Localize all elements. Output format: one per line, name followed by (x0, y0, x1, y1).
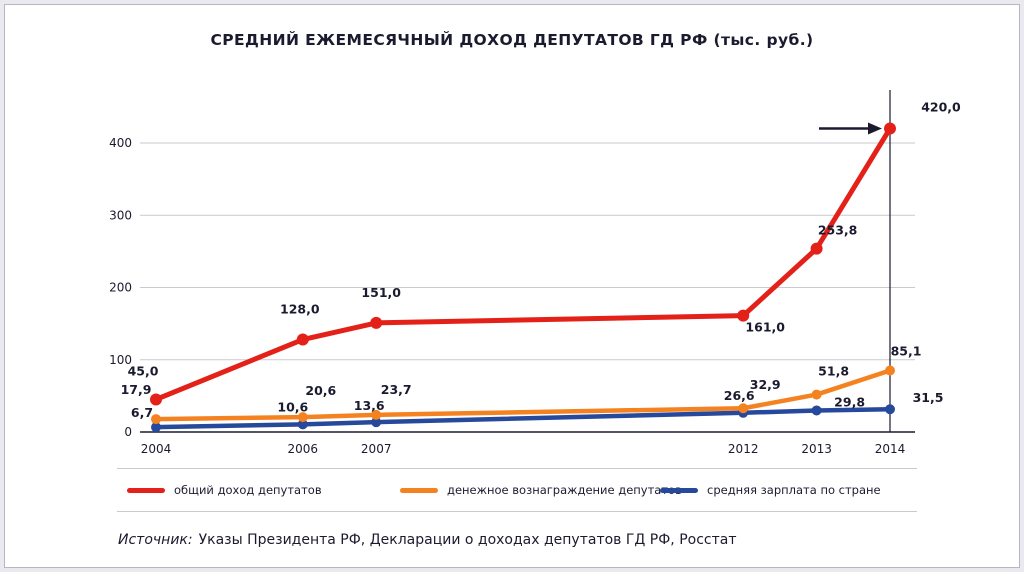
data-point-avg_salary-2014 (885, 404, 895, 415)
legend-item-avg-salary: средняя зарплата по стране (660, 483, 881, 497)
value-label-avg_salary-2004: 6,7 (131, 405, 153, 420)
data-point-remuneration-2012 (738, 403, 749, 414)
value-label-total_income-2012: 161,0 (745, 320, 785, 335)
y-tick-label: 200 (109, 281, 132, 295)
legend-swatch-remuneration (400, 487, 438, 493)
legend-item-total-income: общий доход депутатов (127, 483, 322, 497)
series-line-avg_salary (153, 406, 893, 430)
data-point-remuneration-2014 (885, 365, 895, 376)
data-point-total_income-2014 (884, 122, 896, 135)
value-label-total_income-2014: 420,0 (921, 100, 961, 115)
data-point-total_income-2012 (737, 309, 750, 322)
value-label-avg_salary-2007: 13,6 (354, 398, 385, 413)
legend-item-remuneration: денежное вознаграждение депутатов (400, 483, 682, 497)
value-label-remuneration-2007: 23,7 (381, 382, 412, 397)
data-point-remuneration-2006 (297, 412, 308, 423)
data-point-avg_salary-2007 (371, 417, 382, 428)
legend: общий доход депутатов денежное вознаграж… (117, 468, 917, 512)
data-point-total_income-2013 (810, 242, 823, 255)
x-tick-label: 2012 (728, 442, 759, 456)
x-tick-label: 2006 (288, 442, 319, 456)
y-tick-label: 100 (109, 353, 132, 367)
value-label-remuneration-2014: 85,1 (891, 344, 922, 359)
value-label-remuneration-2013: 51,8 (818, 364, 849, 379)
value-label-remuneration-2004: 17,9 (121, 382, 152, 397)
data-point-total_income-2007 (370, 316, 383, 329)
source-note: Источник: Указы Президента РФ, Декларации… (118, 532, 737, 548)
arrow-annotation-head (868, 122, 882, 135)
legend-label-total-income: общий доход депутатов (174, 483, 322, 497)
chart-svg: 0 100 200 300 400 2004 2006 2007 2012 2013 2014 6,7… (109, 90, 961, 456)
source-label: Источник: (118, 532, 193, 548)
value-label-avg_salary-2006: 10,6 (277, 399, 308, 414)
x-tick-label: 2014 (875, 442, 906, 456)
legend-swatch-total-income (127, 487, 165, 493)
y-tick-label: 400 (109, 136, 132, 150)
value-label-total_income-2007: 151,0 (361, 285, 401, 300)
data-point-avg_salary-2013 (811, 405, 822, 416)
legend-label-avg-salary: средняя зарплата по стране (707, 483, 881, 497)
data-point-remuneration-2013 (811, 389, 822, 400)
value-label-avg_salary-2014: 31,5 (913, 390, 944, 405)
y-tick-label: 0 (124, 425, 132, 439)
value-label-total_income-2004: 45,0 (128, 363, 159, 378)
legend-label-remuneration: денежное вознаграждение депутатов (447, 483, 682, 497)
legend-swatch-avg-salary (660, 487, 698, 493)
chart-card: СРЕДНИЙ ЕЖЕМЕСЯЧНЫЙ ДОХОД ДЕПУТАТОВ ГД Р… (4, 4, 1020, 568)
data-point-avg_salary-2006 (297, 419, 308, 430)
data-point-remuneration-2007 (371, 409, 382, 420)
y-tick-label: 300 (109, 208, 132, 222)
value-label-avg_salary-2013: 29,8 (834, 394, 865, 409)
value-label-total_income-2013: 253,8 (818, 223, 858, 238)
value-label-total_income-2006: 128,0 (280, 302, 320, 317)
x-tick-label: 2004 (141, 442, 172, 456)
x-tick-label: 2007 (361, 442, 392, 456)
value-label-avg_salary-2012: 26,6 (724, 388, 755, 403)
data-point-total_income-2004 (150, 393, 162, 406)
data-point-remuneration-2004 (151, 414, 161, 425)
source-text: Указы Президента РФ, Декларации о дохода… (198, 532, 737, 548)
data-point-total_income-2006 (296, 333, 309, 346)
value-label-remuneration-2012: 32,9 (750, 377, 781, 392)
x-tick-label: 2013 (801, 442, 832, 456)
value-label-remuneration-2006: 20,6 (305, 383, 336, 398)
data-point-avg_salary-2004 (151, 422, 161, 433)
chart-title: СРЕДНИЙ ЕЖЕМЕСЯЧНЫЙ ДОХОД ДЕПУТАТОВ ГД Р… (210, 31, 814, 49)
series-line-remuneration (153, 368, 893, 422)
series-line-total_income (153, 126, 893, 402)
